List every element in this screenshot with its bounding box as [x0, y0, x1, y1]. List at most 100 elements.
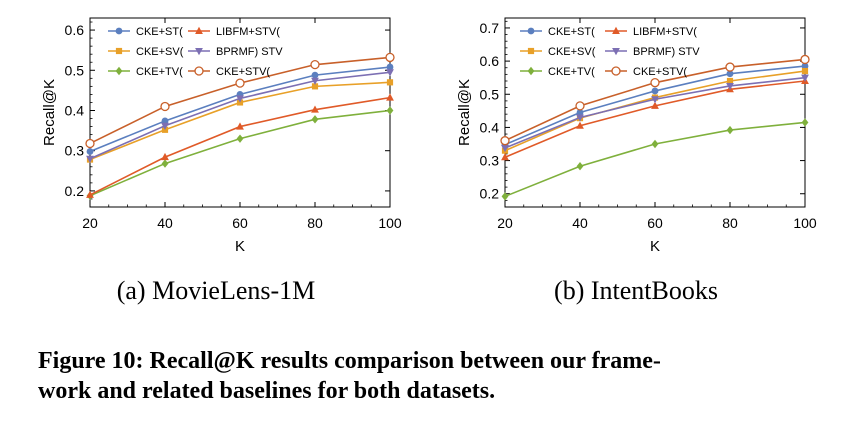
data-point: [311, 115, 319, 124]
data-point: [235, 78, 245, 88]
legend-label: CKE+STV(: [633, 66, 687, 78]
data-point: [160, 101, 170, 112]
data-point: [385, 52, 395, 63]
y-tick-label: 0.2: [480, 186, 500, 202]
data-point: [161, 117, 169, 125]
x-tick-label: 80: [307, 215, 323, 231]
data-point: [161, 159, 169, 168]
data-point: [236, 134, 244, 143]
y-tick-label: 0.6: [480, 53, 500, 69]
legend-marker: [115, 47, 123, 55]
data-point: [311, 71, 319, 79]
data-point: [86, 190, 94, 198]
legend-marker: [612, 48, 620, 56]
legend-marker: [194, 66, 204, 76]
y-tick-label: 0.6: [65, 22, 85, 38]
y-axis-label: Recall@K: [456, 79, 473, 146]
data-point: [310, 59, 320, 70]
data-point: [86, 155, 94, 163]
y-axis-label: Recall@K: [41, 79, 58, 146]
legend-marker: [611, 66, 621, 76]
legend-label: CKE+TV(: [136, 66, 183, 78]
data-point: [500, 136, 510, 146]
data-point: [576, 109, 584, 116]
data-point: [801, 67, 809, 75]
legend-label: BPRMF) STV: [216, 46, 283, 58]
x-tick-label: 60: [647, 215, 663, 231]
x-tick-label: 100: [378, 215, 402, 231]
data-point: [85, 138, 95, 149]
x-tick-label: 80: [722, 215, 738, 231]
legend-label: CKE+TV(: [548, 66, 595, 78]
data-point: [576, 114, 584, 122]
x-axis-label: K: [235, 238, 245, 255]
data-point: [161, 152, 169, 161]
x-tick-label: 40: [572, 215, 588, 231]
y-tick-label: 0.2: [65, 183, 85, 199]
data-point: [86, 148, 94, 155]
legend-marker: [527, 47, 535, 55]
data-point: [161, 122, 169, 130]
data-point: [651, 101, 659, 109]
data-point: [801, 118, 809, 127]
data-point: [726, 82, 734, 91]
data-point: [726, 125, 734, 135]
y-tick-label: 0.4: [65, 102, 85, 118]
data-point: [501, 144, 509, 153]
x-tick-label: 100: [793, 215, 817, 231]
chart-movielens: 20 40 60 80 100 0.2 0.3 0.4 0.5 0.6 K Recall@K CKE+S…: [41, 17, 402, 255]
chart-intentbooks: 20 40 60 80 100 0.2 0.3 0.4 0.5 0.6 0.7 K Recall@K CK…: [456, 17, 817, 255]
y-tick-label: 0.3: [480, 153, 500, 169]
data-point: [236, 122, 244, 130]
data-point: [501, 192, 509, 201]
figure-caption-line2: work and related baselines for both data…: [38, 378, 496, 404]
figure-caption: Figure 10: Recall@K results comparison b…: [38, 346, 838, 406]
data-point: [651, 139, 659, 149]
subcaption-a: (a) MovieLens-1M: [117, 276, 316, 305]
legend-label: CKE+ST(: [548, 26, 595, 38]
legend-marker: [115, 66, 123, 76]
x-tick-label: 60: [232, 215, 248, 231]
legend-label: CKE+ST(: [136, 26, 183, 38]
legend-label: CKE+SV(: [136, 46, 184, 58]
subcaption-b: (b) IntentBooks: [554, 276, 718, 305]
data-point: [650, 78, 660, 88]
data-point: [386, 106, 394, 115]
legend-marker: [195, 48, 203, 56]
data-point: [800, 54, 810, 65]
legend-marker: [527, 27, 535, 35]
legend-label: LIBFM+STV(: [216, 26, 280, 38]
figure-caption-line1: Figure 10: Recall@K results comparison b…: [38, 348, 661, 374]
data-point: [501, 153, 509, 161]
data-point: [236, 95, 244, 103]
y-tick-label: 0.7: [480, 20, 500, 36]
data-point: [801, 62, 809, 70]
data-point: [576, 121, 584, 129]
data-point: [311, 83, 319, 90]
data-point: [386, 79, 394, 86]
data-point: [386, 63, 394, 71]
data-point: [386, 93, 394, 101]
legend-label: BPRMF) STV: [633, 46, 700, 58]
data-point: [575, 101, 585, 111]
legend-marker: [195, 26, 203, 34]
data-point: [801, 74, 809, 82]
data-point: [386, 69, 394, 77]
data-point: [725, 62, 735, 72]
y-tick-label: 0.5: [65, 62, 85, 78]
x-tick-label: 20: [82, 215, 98, 231]
series-line: [504, 121, 806, 198]
x-tick-label: 20: [497, 215, 513, 231]
legend-label: CKE+STV(: [216, 66, 270, 78]
data-point: [651, 87, 659, 95]
x-tick-label: 40: [157, 215, 173, 231]
data-point: [311, 105, 319, 113]
data-point: [651, 96, 659, 104]
figure: 20 40 60 80 100 0.2 0.3 0.4 0.5 0.6 K Recall@K CKE+S…: [41, 17, 817, 305]
data-point: [576, 162, 584, 171]
legend-marker: [612, 26, 620, 34]
x-axis-label: K: [650, 238, 660, 255]
data-point: [726, 70, 734, 78]
legend-marker: [527, 66, 535, 76]
legend-marker: [115, 27, 123, 35]
